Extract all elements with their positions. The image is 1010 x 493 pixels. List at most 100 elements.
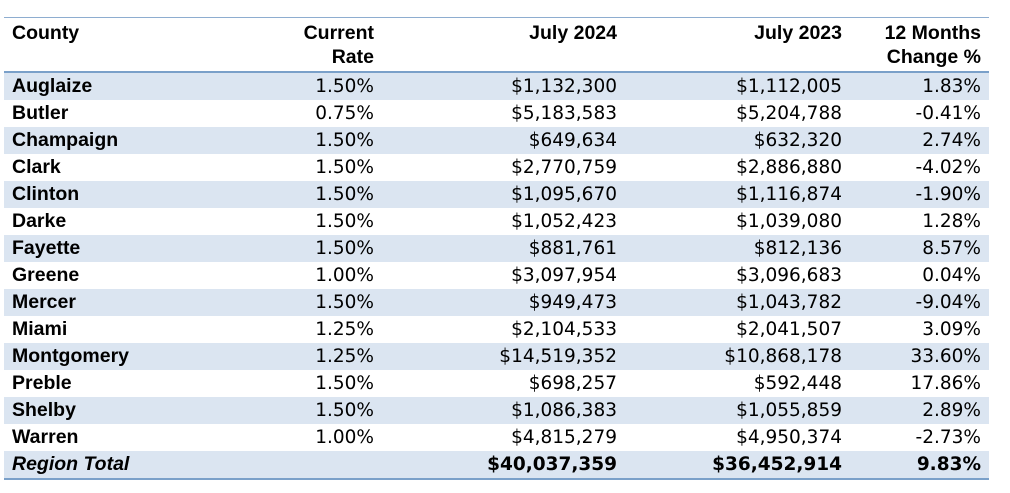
july-2024-cell: $1,086,383: [382, 397, 625, 424]
july-2023-header-label: July 2023: [754, 22, 842, 44]
july-2023-cell: $2,041,507: [736, 319, 842, 340]
july-2023-cell: $2,886,880: [736, 157, 842, 178]
july-2024-cell: $649,634: [382, 127, 625, 154]
rate-cell: 1.50%: [315, 373, 374, 394]
july-2024-cell: $14,519,352: [382, 343, 625, 370]
table-row: Auglaize 1.50% $1,132,300 $1,112,005 1.8…: [4, 72, 989, 100]
region-total-row: Region Total $40,037,359 $36,452,914 9.8…: [4, 451, 989, 480]
county-cell: Champaign: [4, 127, 204, 154]
july-2023-header: July 2023: [625, 17, 850, 73]
july-2023-cell: $1,116,874: [625, 181, 850, 208]
july-2024-cell: $5,183,583: [511, 103, 617, 124]
table-row: Clark 1.50% $2,770,759 $2,886,880 -4.02%: [4, 154, 989, 181]
region-total-label: Region Total: [4, 451, 204, 480]
rate-cell: 1.25%: [204, 343, 382, 370]
change-cell: 2.74%: [850, 127, 989, 154]
county-cell: Warren: [12, 426, 79, 448]
county-cell: Darke: [12, 210, 67, 232]
county-cell: Fayette: [4, 235, 204, 262]
july-2024-cell: $949,473: [382, 289, 625, 316]
rate-cell: 1.50%: [204, 181, 382, 208]
july-2024-cell: $881,761: [382, 235, 625, 262]
change-header: 12 Months Change %: [850, 17, 989, 73]
county-cell: Butler: [12, 102, 69, 124]
rate-cell: 1.50%: [204, 235, 382, 262]
county-cell: Clinton: [4, 181, 204, 208]
region-total-july-2024: $40,037,359: [382, 451, 625, 480]
table-row: Warren 1.00% $4,815,279 $4,950,374 -2.73…: [4, 424, 989, 451]
header-row: County Current Rate July 2024 July 2023 …: [4, 17, 989, 73]
current-rate-header-line1: Current: [303, 22, 374, 44]
current-rate-header-line2: Rate: [331, 46, 374, 68]
july-2024-header: July 2024: [382, 17, 625, 73]
table-row: Greene 1.00% $3,097,954 $3,096,683 0.04%: [4, 262, 989, 289]
july-2023-cell: $1,112,005: [625, 72, 850, 100]
rate-cell: 1.50%: [315, 211, 374, 232]
change-cell: 8.57%: [850, 235, 989, 262]
change-cell: -1.90%: [850, 181, 989, 208]
july-2023-cell: $3,096,683: [736, 265, 842, 286]
july-2024-cell: $2,104,533: [511, 319, 617, 340]
county-cell: Greene: [12, 264, 80, 286]
change-cell: -2.73%: [915, 427, 981, 448]
july-2023-cell: $812,136: [625, 235, 850, 262]
rate-cell: 1.25%: [315, 319, 374, 340]
county-cell: Clark: [12, 156, 61, 178]
county-header: County: [4, 17, 204, 73]
table-row: Darke 1.50% $1,052,423 $1,039,080 1.28%: [4, 208, 989, 235]
rate-cell: 1.50%: [204, 397, 382, 424]
july-2024-cell: $1,132,300: [382, 72, 625, 100]
change-cell: -4.02%: [915, 157, 981, 178]
table-row: Butler 0.75% $5,183,583 $5,204,788 -0.41…: [4, 100, 989, 127]
rate-cell: 1.50%: [315, 157, 374, 178]
rate-cell: 1.00%: [315, 265, 374, 286]
table-row: Mercer 1.50% $949,473 $1,043,782 -9.04%: [4, 289, 989, 316]
table-row: Clinton 1.50% $1,095,670 $1,116,874 -1.9…: [4, 181, 989, 208]
change-cell: 1.28%: [922, 211, 981, 232]
region-total-rate-cell: [204, 451, 382, 480]
rate-cell: 1.50%: [204, 72, 382, 100]
change-cell: 17.86%: [910, 373, 981, 394]
july-2023-cell: $1,055,859: [625, 397, 850, 424]
table-row: Champaign 1.50% $649,634 $632,320 2.74%: [4, 127, 989, 154]
change-cell: -9.04%: [850, 289, 989, 316]
july-2023-cell: $1,039,080: [736, 211, 842, 232]
change-cell: 2.89%: [850, 397, 989, 424]
rate-cell: 0.75%: [315, 103, 374, 124]
change-cell: 3.09%: [922, 319, 981, 340]
county-cell: Miami: [12, 318, 68, 340]
july-2023-cell: $10,868,178: [625, 343, 850, 370]
change-header-line1: 12 Months: [884, 22, 981, 44]
change-cell: -0.41%: [915, 103, 981, 124]
county-cell: Montgomery: [4, 343, 204, 370]
july-2024-cell: $2,770,759: [511, 157, 617, 178]
change-cell: 33.60%: [850, 343, 989, 370]
table-row: Shelby 1.50% $1,086,383 $1,055,859 2.89%: [4, 397, 989, 424]
county-cell: Shelby: [4, 397, 204, 424]
current-rate-header: Current Rate: [204, 17, 382, 73]
county-cell: Auglaize: [4, 72, 204, 100]
change-header-line2: Change %: [886, 46, 981, 68]
rate-cell: 1.50%: [204, 127, 382, 154]
region-total-july-2023: $36,452,914: [625, 451, 850, 480]
table-row: Fayette 1.50% $881,761 $812,136 8.57%: [4, 235, 989, 262]
change-cell: 1.83%: [850, 72, 989, 100]
table-row: Montgomery 1.25% $14,519,352 $10,868,178…: [4, 343, 989, 370]
table-row: Preble 1.50% $698,257 $592,448 17.86%: [4, 370, 989, 397]
july-2023-cell: $632,320: [625, 127, 850, 154]
sales-tax-table: County Current Rate July 2024 July 2023 …: [4, 17, 989, 480]
table-row: Miami 1.25% $2,104,533 $2,041,507 3.09%: [4, 316, 989, 343]
july-2024-header-label: July 2024: [529, 22, 617, 44]
county-header-label: County: [12, 22, 80, 44]
july-2024-cell: $4,815,279: [511, 427, 617, 448]
july-2023-cell: $4,950,374: [736, 427, 842, 448]
july-2023-cell: $1,043,782: [625, 289, 850, 316]
july-2024-cell: $1,052,423: [511, 211, 617, 232]
county-cell: Mercer: [4, 289, 204, 316]
july-2023-cell: $592,448: [753, 373, 842, 394]
county-cell: Preble: [12, 372, 72, 394]
july-2023-cell: $5,204,788: [736, 103, 842, 124]
july-2024-cell: $3,097,954: [511, 265, 617, 286]
rate-cell: 1.50%: [204, 289, 382, 316]
region-total-change: 9.83%: [850, 451, 989, 480]
